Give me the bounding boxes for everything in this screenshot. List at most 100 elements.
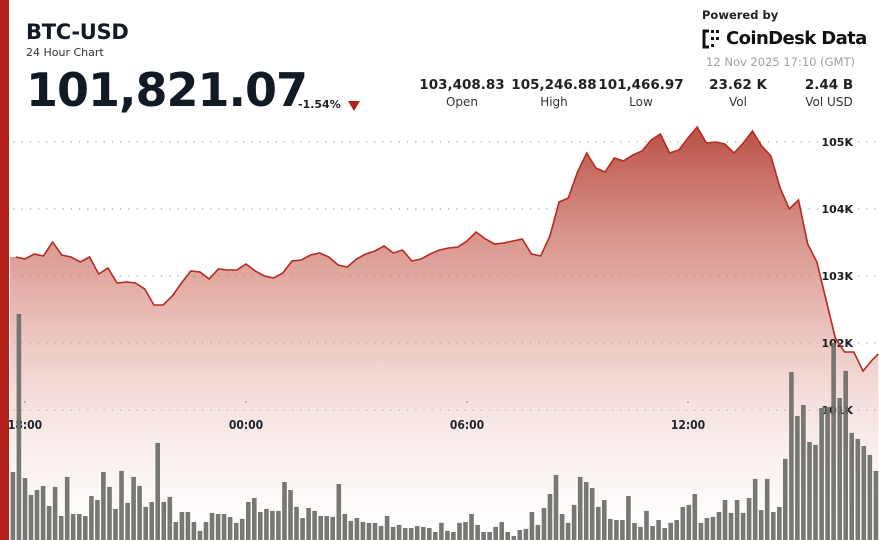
volume-bar xyxy=(360,522,366,540)
volume-bar xyxy=(396,524,402,540)
grid-dot xyxy=(316,208,319,210)
grid-dot xyxy=(349,208,351,210)
grid-dot xyxy=(128,275,130,277)
volume-bar xyxy=(505,532,510,540)
grid-dot xyxy=(874,275,876,277)
volume-bar xyxy=(113,508,118,540)
volume-bar xyxy=(107,486,112,540)
stat-value: 103,408.83 xyxy=(419,77,505,93)
volume-bar xyxy=(402,528,408,540)
grid-dot xyxy=(406,141,409,143)
volume-bar xyxy=(457,522,462,540)
volume-bar xyxy=(64,476,70,540)
grid-dot xyxy=(857,141,860,143)
grid-dot xyxy=(439,141,442,143)
grid-dot xyxy=(546,141,548,143)
stat-vol: 23.62 K Vol xyxy=(693,77,783,109)
volume-bar xyxy=(668,522,673,540)
grid-dot xyxy=(423,141,425,143)
volume-bar xyxy=(16,314,22,540)
volume-bar xyxy=(421,526,426,540)
x-tick-label: 18:00 xyxy=(8,418,42,432)
grid-dot xyxy=(251,208,253,210)
grid-dot xyxy=(119,141,122,143)
grid-dot xyxy=(193,208,196,210)
grid-dot xyxy=(587,141,589,143)
grid-dot xyxy=(21,141,23,143)
grid-dot xyxy=(78,208,81,210)
volume-bar xyxy=(758,510,764,540)
pair-title: BTC-USD xyxy=(26,20,129,44)
grid-dot xyxy=(636,141,638,143)
volume-bar xyxy=(427,528,432,540)
grid-dot xyxy=(242,141,245,143)
volume-bar xyxy=(716,512,722,540)
volume-bar xyxy=(354,518,360,540)
grid-dot xyxy=(177,208,179,210)
volume-bar xyxy=(40,486,46,540)
grid-dot xyxy=(160,275,163,277)
volume-bar xyxy=(795,416,800,540)
volume-bar xyxy=(70,514,76,540)
volume-bar xyxy=(372,522,378,540)
stat-label: High xyxy=(540,95,568,109)
grid-dot xyxy=(54,208,56,210)
grid-dot xyxy=(333,208,335,210)
grid-dot xyxy=(62,208,64,210)
volume-bar xyxy=(433,532,438,540)
grid-dot xyxy=(669,141,671,143)
volume-bar xyxy=(837,398,842,540)
grid-dot xyxy=(521,208,524,210)
grid-dot xyxy=(13,208,15,210)
grid-dot xyxy=(841,208,843,210)
volume-bar xyxy=(614,520,619,540)
grid-dot xyxy=(374,141,376,143)
stat-open: 103,408.83 Open xyxy=(417,77,507,109)
grid-dot xyxy=(849,342,852,344)
grid-dot xyxy=(234,208,237,210)
grid-dot xyxy=(538,141,540,143)
volume-bar xyxy=(185,512,191,540)
grid-dot xyxy=(480,208,483,210)
grid-dot xyxy=(111,141,114,143)
grid-dot xyxy=(169,275,171,277)
grid-dot xyxy=(201,141,204,143)
grid-dot xyxy=(628,141,630,143)
grid-dot xyxy=(324,141,327,143)
grid-dot xyxy=(226,141,228,143)
volume-bar xyxy=(849,432,854,540)
stat-value: 105,246.88 xyxy=(511,77,597,93)
grid-dot xyxy=(431,208,433,210)
volume-bar xyxy=(662,528,667,540)
grid-dot xyxy=(562,141,565,143)
grid-dot xyxy=(201,208,204,210)
volume-bar xyxy=(46,506,52,540)
volume-bar xyxy=(246,502,251,540)
grid-dot xyxy=(497,141,499,143)
grid-dot xyxy=(390,141,392,143)
volume-bar xyxy=(233,522,239,540)
volume-bar xyxy=(161,502,167,540)
volume-bar xyxy=(239,518,245,540)
grid-dot xyxy=(259,208,261,210)
grid-dot xyxy=(529,208,532,210)
stat-label: Open xyxy=(445,95,479,109)
down-triangle-icon xyxy=(348,101,360,111)
volume-bar xyxy=(330,516,335,540)
stat-label: Low xyxy=(629,95,653,109)
grid-dot xyxy=(866,275,868,277)
volume-bar xyxy=(801,404,806,540)
grid-dot xyxy=(152,275,155,277)
grid-dot xyxy=(866,208,868,210)
grid-dot xyxy=(46,208,48,210)
volume-bar xyxy=(728,512,734,540)
stat-value: 23.62 K xyxy=(709,77,767,93)
chart-subtitle: 24 Hour Chart xyxy=(26,46,104,59)
grid-dot xyxy=(160,208,163,210)
timestamp: 12 Nov 2025 17:10 (GMT) xyxy=(706,55,855,69)
grid-dot xyxy=(390,208,392,210)
grid-dot xyxy=(464,208,466,210)
stat-label: Vol xyxy=(729,95,747,109)
volume-bar xyxy=(638,526,643,540)
